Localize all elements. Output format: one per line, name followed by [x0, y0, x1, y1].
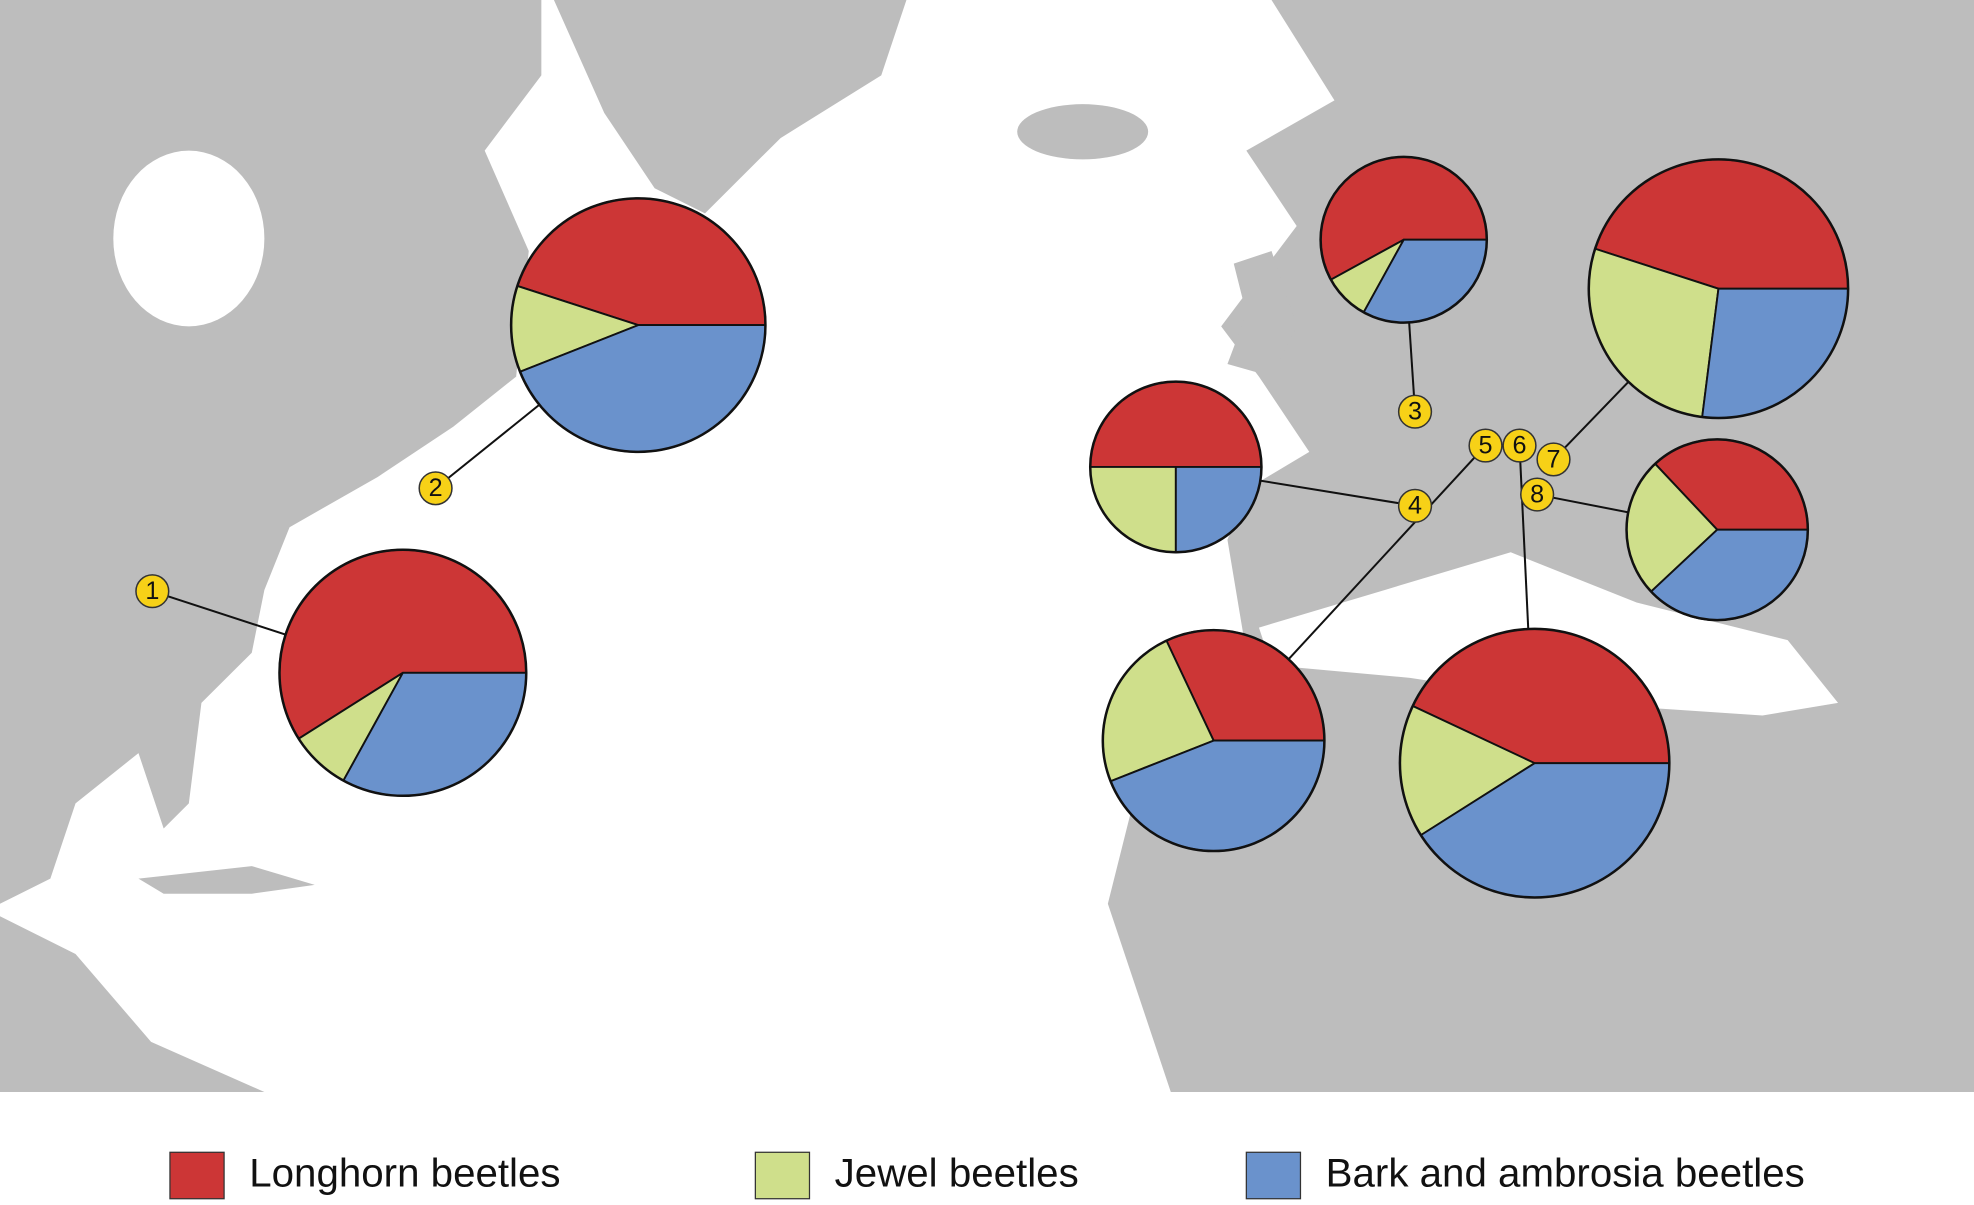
iceland — [1017, 104, 1149, 160]
legend: Longhorn beetles Jewel beetles Bark and am… — [169, 1151, 1805, 1200]
legend-label: Bark and ambrosia beetles — [1326, 1151, 1805, 1196]
legend-swatch — [1245, 1151, 1302, 1200]
pie — [1319, 155, 1489, 324]
pies — [278, 155, 1850, 899]
pie — [1101, 628, 1326, 853]
site-label: 6 — [1513, 432, 1527, 460]
pie-outline — [1398, 627, 1671, 899]
eurasia-africa — [1107, 0, 1974, 1093]
pie-outline — [278, 548, 528, 798]
pie — [278, 548, 528, 798]
pie-outline — [1625, 438, 1810, 622]
legend-label: Longhorn beetles — [249, 1151, 560, 1196]
greenland — [553, 0, 907, 214]
site-label: 4 — [1408, 492, 1422, 520]
britain — [1227, 251, 1297, 377]
legend-swatch — [754, 1151, 811, 1200]
pie — [509, 197, 767, 454]
pie-slice — [1089, 380, 1263, 468]
caribbean — [138, 866, 315, 894]
site-label: 5 — [1479, 432, 1493, 460]
central-america — [0, 916, 265, 1093]
pie-outline — [1319, 155, 1489, 324]
pie-outline — [1587, 158, 1850, 420]
site-marker — [1520, 477, 1555, 512]
site-marker — [135, 574, 170, 609]
site-label: 1 — [145, 577, 159, 605]
site-label: 3 — [1408, 398, 1422, 426]
pie-outline — [509, 197, 767, 454]
site-marker — [1468, 428, 1503, 463]
site-marker — [1502, 428, 1537, 463]
hudson-bay — [113, 150, 265, 327]
pie — [1587, 158, 1850, 420]
pie — [1088, 380, 1263, 554]
legend-swatch — [169, 1151, 225, 1200]
site-marker — [1397, 488, 1433, 523]
site-label: 7 — [1547, 445, 1561, 473]
site-marker — [1397, 394, 1433, 429]
pie — [1625, 438, 1810, 622]
legend-label: Jewel beetles — [835, 1151, 1079, 1196]
site-marker — [418, 471, 453, 506]
site-marker — [1536, 442, 1571, 477]
pie-outline — [1101, 628, 1326, 853]
pie — [1398, 627, 1671, 899]
site-markers: 1 2 3 4 5 6 78 — [135, 394, 1571, 609]
site-label: 8 — [1530, 480, 1544, 508]
pie-outline — [1088, 380, 1263, 554]
site-label: 2 — [429, 474, 443, 502]
